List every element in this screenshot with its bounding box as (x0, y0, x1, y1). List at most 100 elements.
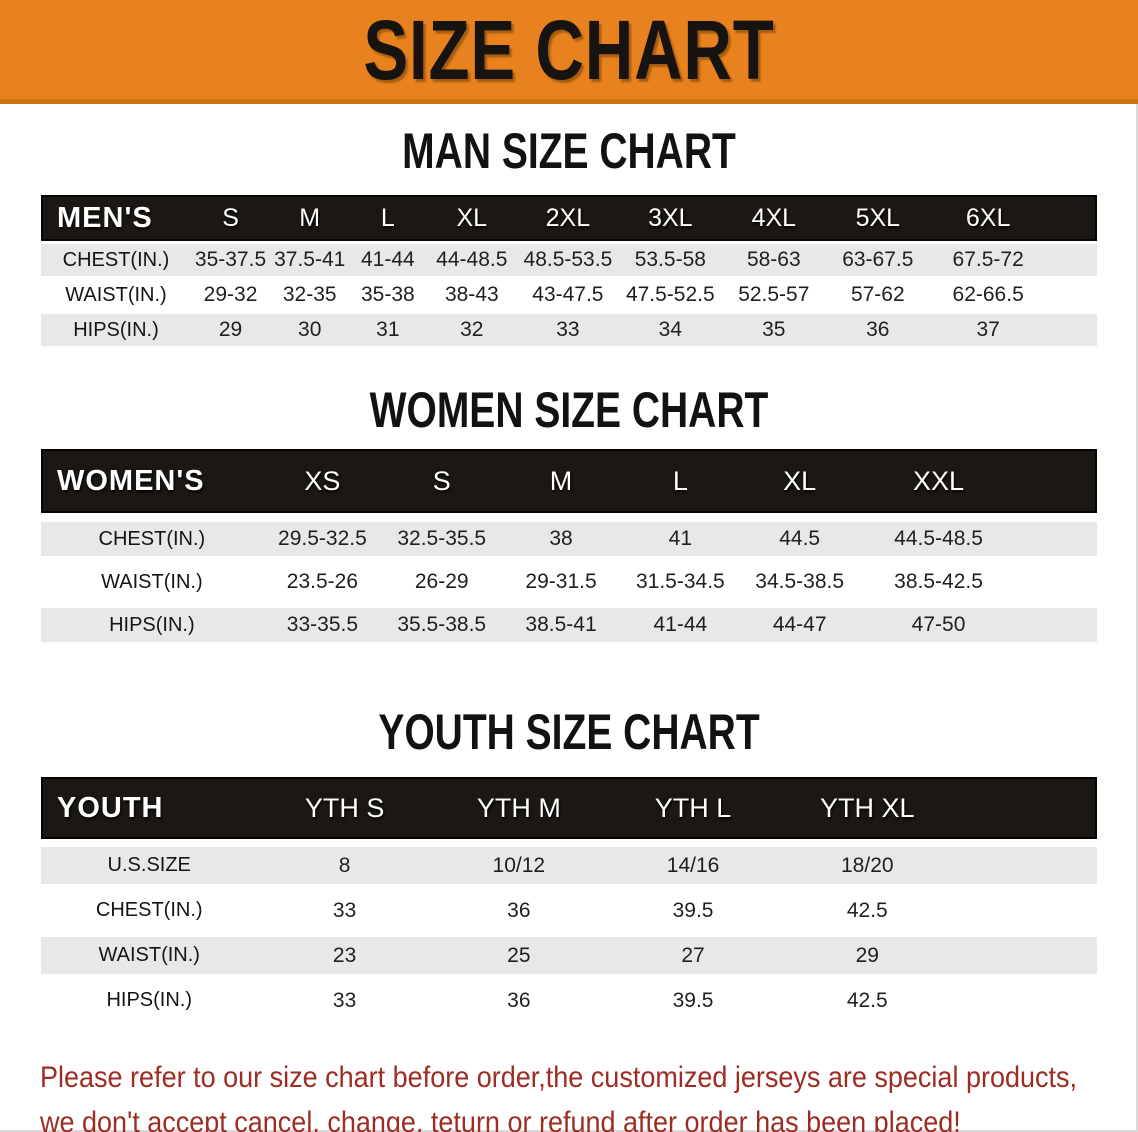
size-value-cell: 29 (190, 314, 271, 346)
size-value-cell: 37 (930, 314, 1047, 346)
size-value-cell: 34.5-38.5 (740, 565, 860, 599)
column-header-cell: XL (740, 449, 860, 513)
size-value-cell: 29-31.5 (501, 565, 621, 599)
men-waist-row: WAIST(IN.) 29-32 32-35 35-38 38-43 43-47… (41, 279, 1097, 311)
size-value-cell: 33 (517, 314, 619, 346)
size-value-cell: 48.5-53.5 (517, 244, 619, 276)
size-value-cell: 44.5-48.5 (859, 522, 1018, 556)
size-value-cell: 25 (431, 937, 606, 974)
women-chest-row: CHEST(IN.) 29.5-32.5 32.5-35.5 38 41 44.… (41, 522, 1097, 556)
filler-cell (1017, 608, 1097, 642)
size-value-cell: 29-32 (190, 279, 271, 311)
size-value-cell: 26-29 (382, 565, 502, 599)
youth-waist-row: WAIST(IN.) 23 25 27 29 (41, 937, 1097, 974)
youth-size-table: YOUTH YTH S YTH M YTH L YTH XL U.S.SIZE … (41, 769, 1097, 1027)
row-label-cell: HIPS(IN.) (41, 982, 258, 1019)
size-value-cell: 14/16 (605, 847, 781, 884)
filler-cell (1046, 314, 1097, 346)
filler-cell (1046, 244, 1097, 276)
size-value-cell: 42.5 (780, 892, 955, 929)
size-value-cell: 67.5-72 (930, 244, 1047, 276)
size-value-cell: 23 (257, 937, 432, 974)
column-header-cell: XL (426, 195, 518, 241)
column-header-cell: L (620, 449, 741, 513)
size-value-cell: 18/20 (780, 847, 955, 884)
filler-cell (954, 937, 1097, 974)
size-value-cell: 36 (825, 314, 931, 346)
size-value-cell: 33 (257, 982, 432, 1019)
size-value-cell: 53.5-58 (618, 244, 723, 276)
youth-chest-row: CHEST(IN.) 33 36 39.5 42.5 (41, 892, 1097, 929)
column-header-cell: 6XL (930, 195, 1047, 241)
filler-cell (1017, 449, 1097, 513)
women-header-row: WOMEN'S XS S M L XL XXL (41, 449, 1097, 513)
men-chest-row: CHEST(IN.) 35-37.5 37.5-41 41-44 44-48.5… (41, 244, 1097, 276)
size-value-cell: 47.5-52.5 (618, 279, 723, 311)
size-value-cell: 44-48.5 (426, 244, 518, 276)
men-hips-row: HIPS(IN.) 29 30 31 32 33 34 35 36 37 (41, 314, 1097, 346)
size-value-cell: 35 (722, 314, 826, 346)
column-header-cell: M (501, 449, 621, 513)
banner: SIZE CHART (0, 0, 1138, 104)
men-size-table: MEN'S S M L XL 2XL 3XL 4XL 5XL 6XL CHEST… (41, 192, 1097, 349)
size-value-cell: 33-35.5 (262, 608, 383, 642)
size-value-cell: 31 (349, 314, 427, 346)
row-label-cell: HIPS(IN.) (41, 314, 191, 346)
row-label-cell: HIPS(IN.) (41, 608, 263, 642)
youth-section-heading: YOUTH SIZE CHART (378, 704, 760, 760)
youth-ussize-row: U.S.SIZE 8 10/12 14/16 18/20 (41, 847, 1097, 884)
size-value-cell: 29 (780, 937, 955, 974)
size-value-cell: 32-35 (270, 279, 350, 311)
size-value-cell: 32.5-35.5 (382, 522, 502, 556)
size-value-cell: 43-47.5 (517, 279, 619, 311)
size-value-cell: 33 (257, 892, 432, 929)
size-value-cell: 39.5 (605, 892, 781, 929)
banner-title: SIZE CHART (363, 2, 775, 97)
filler-cell (1017, 565, 1097, 599)
size-value-cell: 36 (431, 982, 606, 1019)
column-header-cell: 5XL (825, 195, 931, 241)
column-header-cell: YTH M (431, 777, 606, 839)
size-value-cell: 23.5-26 (262, 565, 383, 599)
column-header-cell: XXL (859, 449, 1018, 513)
filler-cell (1046, 279, 1097, 311)
row-label-cell: WAIST(IN.) (41, 565, 263, 599)
table-title-cell: YOUTH (41, 777, 258, 839)
notice-line-2: we don't accept cancel, change, teturn o… (40, 1106, 961, 1132)
size-value-cell: 44-47 (740, 608, 860, 642)
column-header-cell: S (190, 195, 271, 241)
men-header-row: MEN'S S M L XL 2XL 3XL 4XL 5XL 6XL (41, 195, 1097, 241)
size-value-cell: 35-38 (349, 279, 427, 311)
order-notice: Please refer to our size chart before or… (40, 1055, 1138, 1132)
men-section-heading: MAN SIZE CHART (402, 123, 736, 179)
size-value-cell: 8 (257, 847, 432, 884)
filler-cell (954, 847, 1097, 884)
size-value-cell: 47-50 (859, 608, 1018, 642)
size-value-cell: 52.5-57 (722, 279, 826, 311)
size-value-cell: 30 (270, 314, 350, 346)
row-label-cell: WAIST(IN.) (41, 279, 191, 311)
column-header-cell: 4XL (722, 195, 826, 241)
column-header-cell: YTH S (257, 777, 432, 839)
women-size-table: WOMEN'S XS S M L XL XXL CHEST(IN.) 29.5-… (41, 440, 1097, 651)
size-value-cell: 39.5 (605, 982, 781, 1019)
size-value-cell: 63-67.5 (825, 244, 931, 276)
size-value-cell: 44.5 (740, 522, 860, 556)
size-value-cell: 31.5-34.5 (620, 565, 741, 599)
women-section-heading: WOMEN SIZE CHART (369, 382, 769, 438)
row-label-cell: WAIST(IN.) (41, 937, 258, 974)
size-value-cell: 35.5-38.5 (382, 608, 502, 642)
column-header-cell: S (382, 449, 502, 513)
size-value-cell: 37.5-41 (270, 244, 350, 276)
column-header-cell: XS (262, 449, 383, 513)
size-value-cell: 27 (605, 937, 781, 974)
youth-header-row: YOUTH YTH S YTH M YTH L YTH XL (41, 777, 1097, 839)
youth-hips-row: HIPS(IN.) 33 36 39.5 42.5 (41, 982, 1097, 1019)
column-header-cell: YTH L (605, 777, 781, 839)
size-value-cell: 41-44 (349, 244, 427, 276)
column-header-cell: 3XL (618, 195, 723, 241)
size-value-cell: 10/12 (431, 847, 606, 884)
size-value-cell: 35-37.5 (190, 244, 271, 276)
size-value-cell: 32 (426, 314, 518, 346)
row-label-cell: CHEST(IN.) (41, 244, 191, 276)
